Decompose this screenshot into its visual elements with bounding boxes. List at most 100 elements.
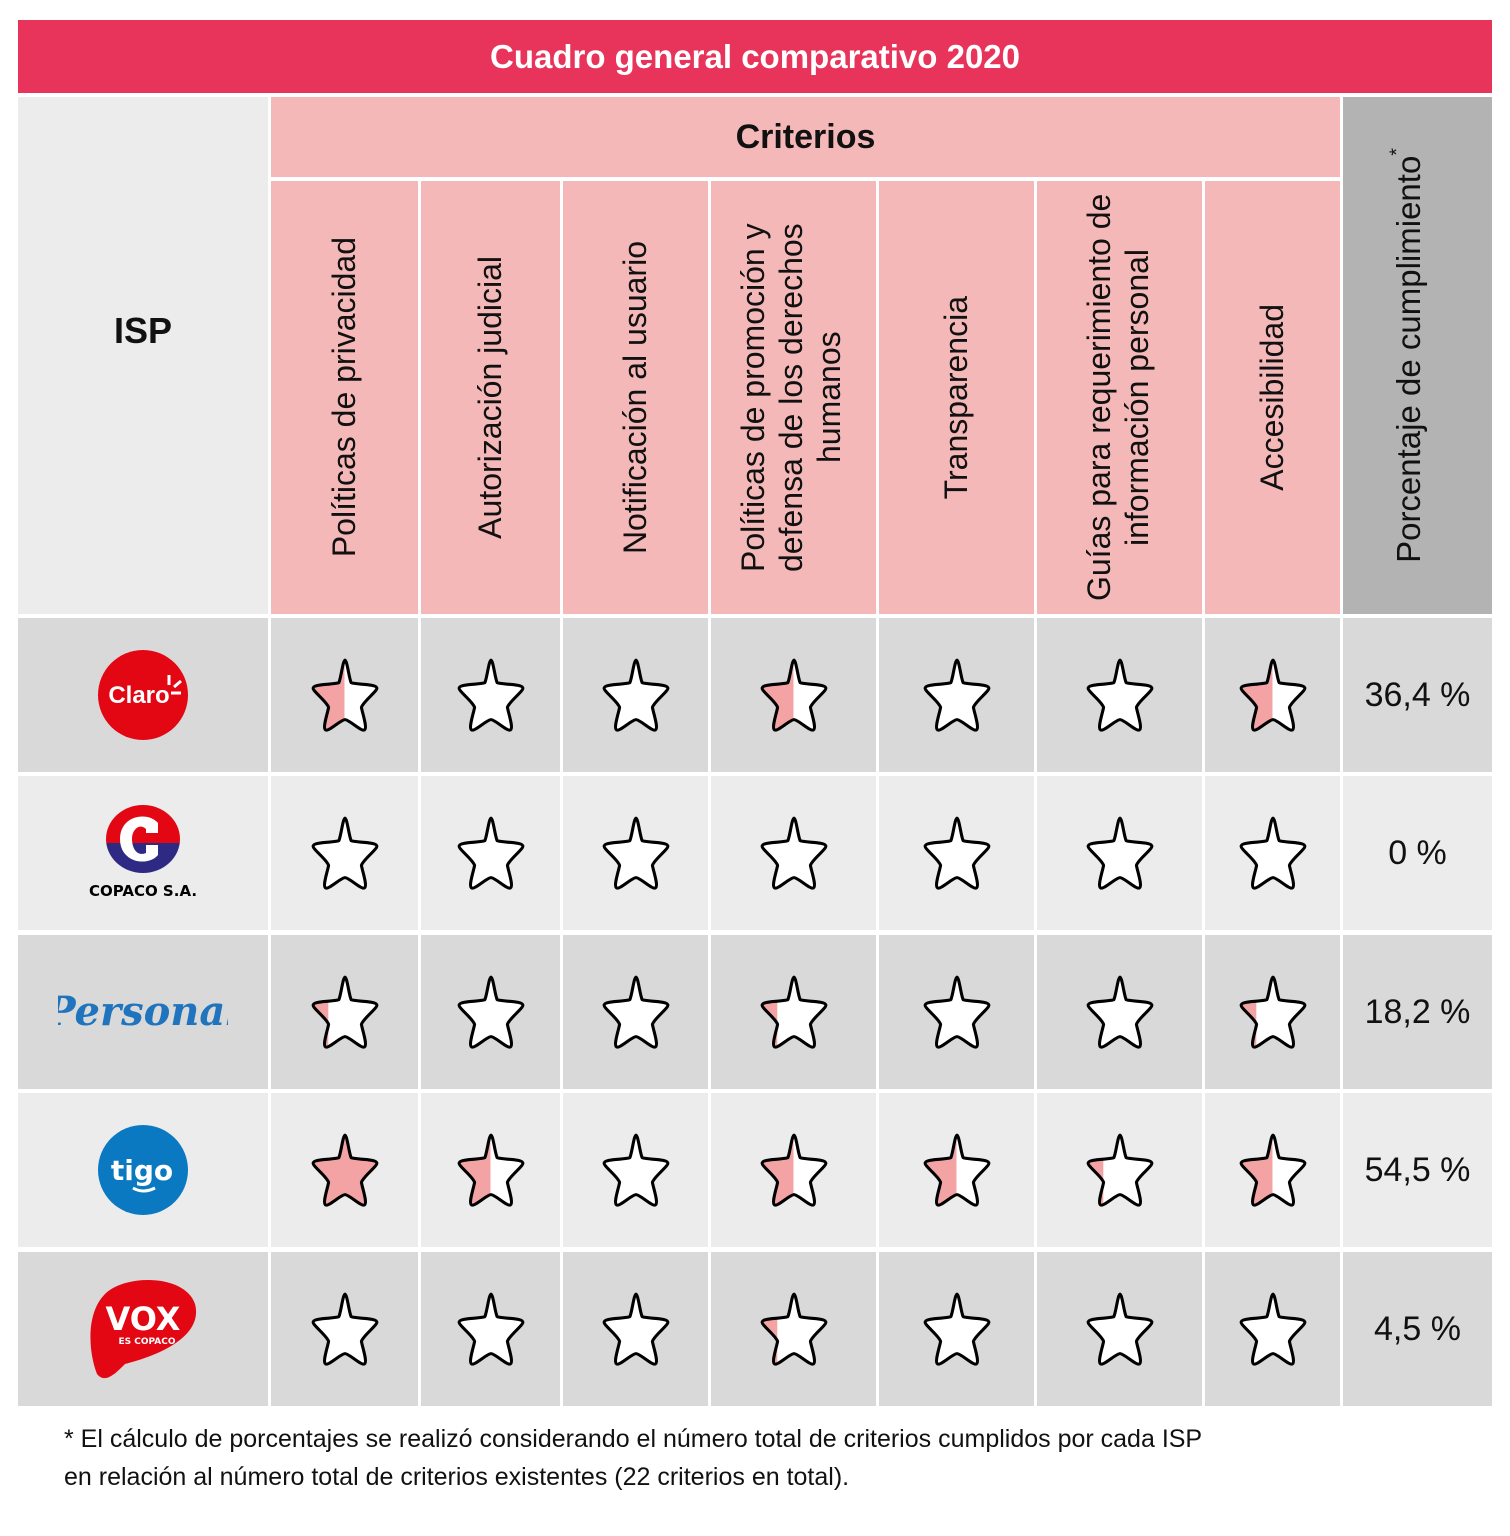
star-icon: [923, 1292, 990, 1366]
star-icon: [1086, 1292, 1153, 1366]
rating-cell: [1037, 935, 1202, 1089]
star-icon: [602, 816, 669, 890]
percentage-header-label: Porcentaje de cumplimiento: [1389, 155, 1427, 563]
star-icon: [457, 1133, 524, 1207]
star-icon: [457, 975, 524, 1049]
rating-cell: [1037, 1252, 1202, 1406]
isp-logo-claro: Claro: [18, 618, 268, 772]
rating-cell: [879, 1093, 1034, 1247]
svg-text:ES COPACO: ES COPACO: [118, 1337, 175, 1347]
isp-header: ISP: [18, 97, 268, 614]
star-icon: [923, 975, 990, 1049]
star-icon: [923, 1133, 990, 1207]
rating-cell: [271, 935, 418, 1089]
rating-cell: [1037, 776, 1202, 930]
criterion-header: Autorización judicial: [421, 181, 560, 614]
svg-text:VOX: VOX: [106, 1300, 181, 1338]
svg-text:Claro: Claro: [108, 682, 169, 709]
rating-cell: [563, 1093, 708, 1247]
star-icon: [1086, 816, 1153, 890]
criterion-label: Notificación al usuario: [616, 240, 653, 555]
star-icon: [1239, 1292, 1306, 1366]
star-icon: [923, 658, 990, 732]
rating-cell: [563, 776, 708, 930]
star-icon: [602, 975, 669, 1049]
rating-cell: [421, 935, 560, 1089]
percentage-value: 4,5 %: [1343, 1252, 1492, 1406]
criterion-label: Guías para requerimiento de información …: [1080, 193, 1155, 602]
criterion-header: Políticas de privacidad: [271, 181, 418, 614]
star-icon: [1239, 975, 1306, 1049]
rating-cell: [1037, 1093, 1202, 1247]
criterion-label: Autorización judicial: [471, 256, 508, 539]
star-icon: [602, 1292, 669, 1366]
star-icon: [602, 1133, 669, 1207]
star-icon: [311, 658, 378, 732]
star-icon: [760, 975, 827, 1049]
isp-logo-personal: Personal: [18, 935, 268, 1089]
percentage-value: 36,4 %: [1343, 618, 1492, 772]
rating-cell: [421, 1252, 560, 1406]
star-icon: [457, 1292, 524, 1366]
star-icon: [311, 1133, 378, 1207]
rating-cell: [879, 618, 1034, 772]
star-icon: [1086, 975, 1153, 1049]
isp-logo-copacosa: COPACO S.A.: [18, 776, 268, 930]
svg-text:Personal: Personal: [58, 988, 228, 1035]
star-icon: [1086, 658, 1153, 732]
rating-cell: [711, 935, 876, 1089]
footnote-mark: *: [1385, 148, 1408, 156]
rating-cell: [879, 776, 1034, 930]
percentage-value: 54,5 %: [1343, 1093, 1492, 1247]
rating-cell: [563, 618, 708, 772]
rating-cell: [563, 1252, 708, 1406]
criterion-label: Políticas de promoción y defensa de los …: [734, 223, 847, 572]
rating-cell: [1205, 776, 1340, 930]
criterion-header: Notificación al usuario: [563, 181, 708, 614]
star-icon: [311, 975, 378, 1049]
percentage-value: 0 %: [1343, 776, 1492, 930]
rating-cell: [271, 1252, 418, 1406]
rating-cell: [1205, 935, 1340, 1089]
rating-cell: [271, 1093, 418, 1247]
table-title: Cuadro general comparativo 2020: [18, 20, 1492, 93]
rating-cell: [711, 1093, 876, 1247]
svg-text:COPACO S.A.: COPACO S.A.: [89, 882, 197, 900]
criterion-header: Guías para requerimiento de información …: [1037, 181, 1202, 614]
star-icon: [311, 1292, 378, 1366]
rating-cell: [1205, 1252, 1340, 1406]
star-icon: [923, 816, 990, 890]
rating-cell: [421, 1093, 560, 1247]
rating-cell: [421, 618, 560, 772]
rating-cell: [563, 935, 708, 1089]
criterios-header: Criterios: [271, 97, 1340, 177]
star-icon: [1239, 1133, 1306, 1207]
criterion-header: Accesibilidad: [1205, 181, 1340, 614]
percentage-header: Porcentaje de cumplimiento*: [1343, 97, 1492, 614]
rating-cell: [1205, 618, 1340, 772]
star-icon: [760, 1133, 827, 1207]
criterion-label: Accesibilidad: [1253, 304, 1290, 491]
rating-cell: [1205, 1093, 1340, 1247]
rating-cell: [711, 1252, 876, 1406]
star-icon: [1239, 816, 1306, 890]
rating-cell: [711, 618, 876, 772]
star-icon: [760, 658, 827, 732]
criterion-label: Políticas de privacidad: [325, 237, 362, 558]
rating-cell: [879, 1252, 1034, 1406]
star-icon: [602, 658, 669, 732]
footnote: * El cálculo de porcentajes se realizó c…: [64, 1425, 1202, 1491]
rating-cell: [1037, 618, 1202, 772]
star-icon: [311, 816, 378, 890]
criterion-header: Políticas de promoción y defensa de los …: [711, 181, 876, 614]
criterion-label: Transparencia: [937, 295, 974, 500]
rating-cell: [879, 935, 1034, 1089]
criterion-header: Transparencia: [879, 181, 1034, 614]
isp-logo-tigo: tigo: [18, 1093, 268, 1247]
star-icon: [457, 658, 524, 732]
star-icon: [760, 816, 827, 890]
rating-cell: [421, 776, 560, 930]
star-icon: [760, 1292, 827, 1366]
rating-cell: [711, 776, 876, 930]
rating-cell: [271, 618, 418, 772]
